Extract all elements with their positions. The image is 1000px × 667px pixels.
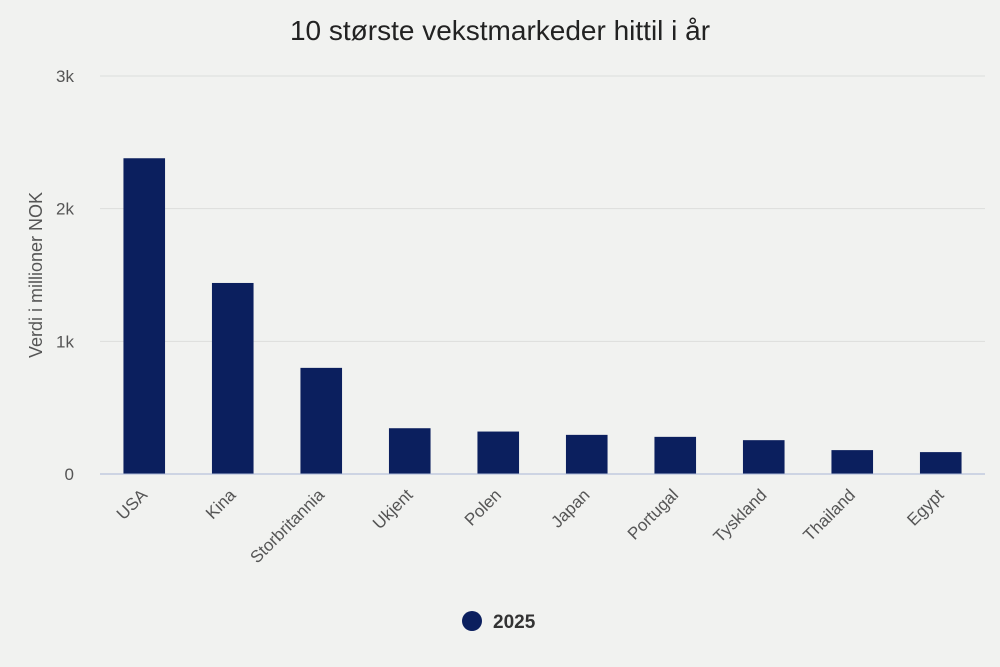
x-tick-label: Thailand <box>800 485 860 545</box>
y-tick-label: 3k <box>56 67 74 86</box>
bar-ukjent[interactable] <box>388 428 431 474</box>
x-tick-label: Ukjent <box>369 485 417 533</box>
bar-japan[interactable] <box>565 434 608 474</box>
bar-polen[interactable] <box>477 431 520 474</box>
legend-swatch <box>462 611 482 631</box>
legend-label: 2025 <box>493 612 536 633</box>
x-axis-ticks: USA Kina Storbritannia Ukjent Polen Japan Port… <box>113 485 948 567</box>
bar-kina[interactable] <box>211 282 254 474</box>
x-tick-label: USA <box>113 485 152 524</box>
bars[interactable] <box>123 158 962 474</box>
y-tick-label: 1k <box>56 332 74 351</box>
x-tick-label: Egypt <box>903 485 947 529</box>
bar-storbritannia[interactable] <box>300 367 343 474</box>
x-tick-label: Storbritannia <box>246 485 328 567</box>
y-axis-ticks: 0 1k 2k 3k <box>56 67 74 484</box>
x-tick-label: Kina <box>202 485 240 523</box>
y-tick-label: 0 <box>65 465 74 484</box>
legend[interactable]: 2025 <box>462 611 536 633</box>
bar-tyskland[interactable] <box>742 440 785 474</box>
y-axis-label: Verdi i millioner NOK <box>26 192 46 358</box>
x-tick-label: Polen <box>461 485 505 529</box>
bar-usa[interactable] <box>123 158 166 474</box>
x-tick-label: Japan <box>547 485 593 531</box>
chart-title: 10 største vekstmarkeder hittil i år <box>290 15 710 46</box>
bar-thailand[interactable] <box>831 450 874 474</box>
bar-portugal[interactable] <box>654 436 697 474</box>
y-tick-label: 2k <box>56 200 74 219</box>
x-tick-label: Tyskland <box>710 485 771 546</box>
x-tick-label: Portugal <box>624 485 682 543</box>
bar-egypt[interactable] <box>919 452 962 474</box>
